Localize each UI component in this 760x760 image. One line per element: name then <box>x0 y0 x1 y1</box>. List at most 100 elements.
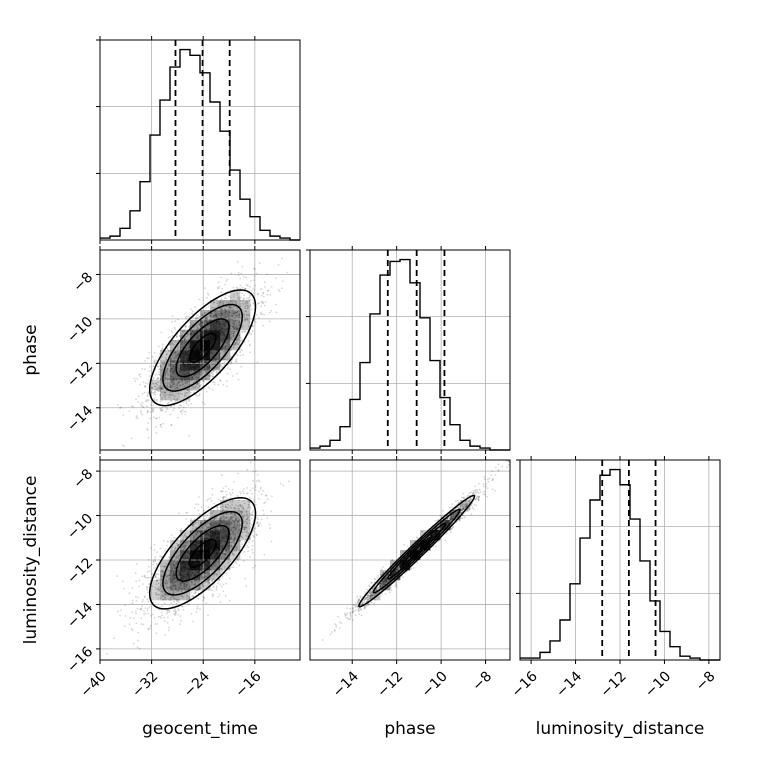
sample-point <box>159 393 162 396</box>
sample-point <box>207 344 210 347</box>
sample-point <box>162 570 165 573</box>
sample-point <box>225 345 228 347</box>
sample-point <box>202 349 205 352</box>
sample-point <box>188 315 190 318</box>
sample-point <box>167 364 170 367</box>
sample-point <box>156 399 158 401</box>
sample-point <box>170 424 173 426</box>
sample-point <box>226 308 229 311</box>
sample-point <box>203 576 206 579</box>
sample-point <box>262 292 265 294</box>
sample-point <box>168 344 171 347</box>
sample-point <box>256 314 258 316</box>
sample-point <box>176 386 179 389</box>
sample-point <box>234 326 237 329</box>
sample-point <box>173 383 176 386</box>
sample-point <box>198 371 200 374</box>
sample-point <box>211 493 214 496</box>
sample-point <box>197 559 200 561</box>
density-cell <box>160 590 171 601</box>
sample-point <box>244 319 246 321</box>
sample-point <box>186 389 189 392</box>
sample-point <box>197 348 199 351</box>
sample-point <box>228 302 230 304</box>
sample-point <box>194 350 197 353</box>
sample-point <box>209 314 212 317</box>
sample-point <box>219 519 222 522</box>
sample-point <box>212 586 215 588</box>
sample-point <box>217 339 220 342</box>
sample-point <box>211 339 213 342</box>
sample-point <box>181 341 184 343</box>
sample-point <box>194 362 196 365</box>
sample-point <box>215 529 218 532</box>
sample-point <box>210 327 212 330</box>
sample-point <box>215 328 218 331</box>
sample-point <box>189 367 192 370</box>
sample-point <box>230 337 233 340</box>
sample-point <box>224 309 227 311</box>
sample-point <box>226 534 229 536</box>
sample-point <box>178 377 181 380</box>
sample-point <box>177 354 180 357</box>
sample-point <box>209 346 212 348</box>
sample-point <box>186 360 189 362</box>
sample-point <box>217 281 220 284</box>
sample-point <box>216 343 219 346</box>
sample-point <box>212 363 214 365</box>
sample-point <box>219 331 221 333</box>
sample-point <box>145 382 147 384</box>
sample-point <box>233 507 235 509</box>
sample-point <box>164 394 167 397</box>
sample-point <box>176 398 179 400</box>
sample-point <box>205 316 207 319</box>
sample-point <box>155 359 158 362</box>
sample-point <box>181 561 184 563</box>
sample-point <box>208 339 211 341</box>
sample-point <box>187 365 190 368</box>
sample-point <box>235 286 238 289</box>
sample-point <box>207 338 210 341</box>
sample-point <box>182 549 185 551</box>
sample-point <box>201 538 204 541</box>
sample-point <box>210 328 212 331</box>
sample-point <box>234 342 237 344</box>
sample-point <box>221 527 224 530</box>
sample-point <box>216 340 219 343</box>
sample-point <box>167 629 170 632</box>
density-cell <box>210 340 221 351</box>
sample-point <box>192 366 194 368</box>
sample-point <box>195 375 198 378</box>
sample-point <box>199 366 202 369</box>
sample-point <box>220 364 222 367</box>
sample-point <box>199 585 202 587</box>
sample-point <box>193 340 196 343</box>
sample-point <box>249 512 252 515</box>
sample-point <box>170 358 172 361</box>
sample-point <box>191 389 193 392</box>
sample-point <box>218 325 221 327</box>
sample-point <box>252 470 255 473</box>
sample-point <box>202 353 205 356</box>
sample-point <box>189 379 192 382</box>
sample-point <box>218 345 220 348</box>
sample-point <box>161 605 164 608</box>
sample-point <box>138 647 141 650</box>
sample-point <box>265 494 268 497</box>
sample-point <box>193 528 196 530</box>
sample-point <box>198 550 201 552</box>
sample-point <box>190 550 193 553</box>
sample-point <box>218 336 221 338</box>
sample-point <box>242 314 245 316</box>
sample-point <box>158 416 161 419</box>
sample-point <box>267 289 270 292</box>
sample-point <box>223 515 226 518</box>
sample-point <box>189 376 192 379</box>
sample-point <box>186 354 189 357</box>
sample-point <box>260 305 263 308</box>
sample-point <box>197 531 200 533</box>
sample-point <box>208 344 211 347</box>
sample-point <box>123 445 126 448</box>
density-cell <box>200 550 211 561</box>
sample-point <box>197 580 200 582</box>
